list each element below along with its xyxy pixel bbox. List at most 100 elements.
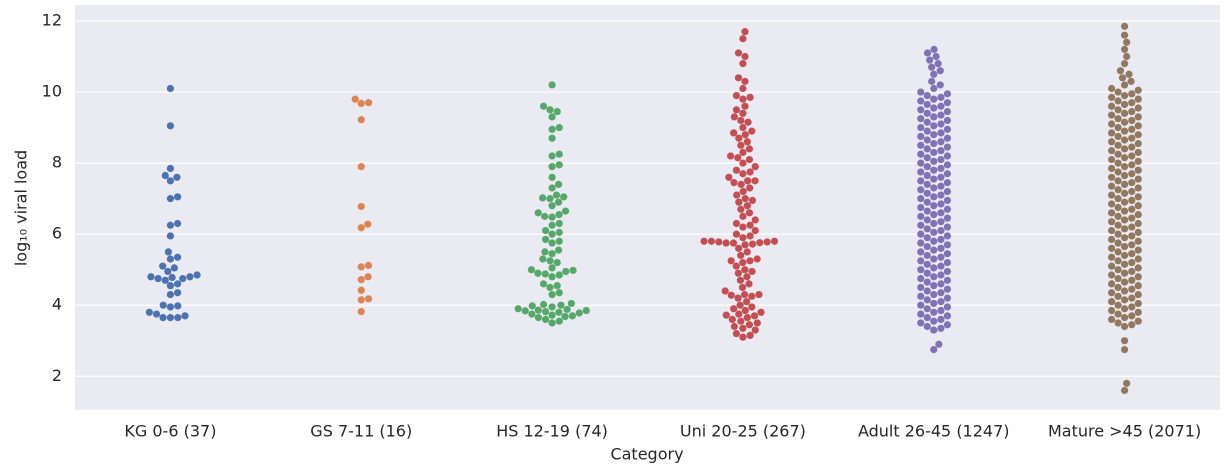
point (736, 276, 745, 284)
point (715, 238, 723, 246)
point (1128, 205, 1136, 213)
point (937, 306, 945, 315)
point (548, 221, 556, 229)
point (739, 170, 747, 178)
point (1120, 269, 1129, 277)
x-tick-label: KG 0-6 (37) (124, 422, 216, 441)
point (548, 303, 556, 311)
point (741, 52, 749, 61)
point (1128, 258, 1136, 267)
point (166, 303, 175, 311)
point (930, 264, 938, 272)
point (161, 276, 169, 284)
point (548, 125, 556, 133)
point (1128, 125, 1136, 133)
point (166, 255, 175, 263)
point (732, 262, 740, 270)
point (917, 168, 925, 176)
point (930, 282, 938, 290)
x-tick-label: HS 12-19 (74) (496, 422, 608, 441)
point (1128, 143, 1136, 151)
point (746, 257, 754, 265)
point (1134, 246, 1142, 254)
point (739, 60, 747, 68)
point (923, 91, 931, 100)
point (923, 225, 931, 233)
point (1128, 276, 1136, 284)
point (923, 322, 931, 331)
point (917, 274, 925, 283)
point (555, 237, 563, 245)
point (553, 258, 561, 267)
point (357, 99, 365, 108)
point (739, 109, 747, 117)
point (923, 305, 931, 313)
point (1114, 168, 1122, 176)
point (555, 308, 563, 316)
point (1128, 170, 1136, 178)
point (170, 264, 178, 272)
point (943, 303, 952, 311)
point (740, 290, 749, 299)
point (734, 49, 743, 57)
point (548, 134, 556, 142)
x-axis-title: Category (610, 445, 683, 464)
point (1134, 86, 1142, 94)
point (930, 184, 938, 192)
point (745, 155, 754, 164)
point (1108, 129, 1116, 137)
point (739, 212, 747, 220)
point (930, 246, 938, 254)
point (745, 209, 754, 217)
point (943, 134, 952, 142)
point (755, 290, 763, 299)
point (1120, 45, 1129, 54)
point (923, 154, 931, 162)
point (1120, 242, 1129, 251)
point (937, 120, 945, 128)
point (1134, 255, 1142, 263)
point (937, 235, 945, 244)
point (943, 205, 952, 213)
point (1120, 260, 1129, 268)
point (357, 307, 365, 316)
point (943, 152, 952, 160)
point (734, 74, 743, 82)
point (357, 276, 365, 284)
point (923, 180, 931, 189)
point (1134, 299, 1142, 308)
point (722, 239, 730, 247)
point (729, 239, 738, 247)
point (917, 115, 925, 123)
point (541, 307, 550, 316)
point (917, 221, 925, 229)
point (935, 340, 943, 348)
point (734, 154, 742, 162)
point (1134, 175, 1142, 183)
point (1120, 386, 1129, 395)
point (937, 218, 945, 226)
point (364, 261, 373, 270)
point (166, 232, 175, 240)
point (726, 152, 735, 160)
point (737, 180, 745, 189)
point (721, 287, 729, 295)
point (555, 161, 563, 169)
point (923, 109, 931, 117)
point (555, 317, 563, 325)
point (164, 248, 172, 256)
point (561, 207, 570, 215)
point (743, 314, 751, 322)
point (1114, 115, 1122, 123)
point (166, 177, 175, 185)
point (743, 202, 751, 210)
point (1128, 250, 1136, 258)
point (917, 266, 925, 274)
point (930, 95, 938, 103)
grid (75, 20, 1220, 377)
point (1114, 248, 1122, 256)
point (917, 283, 925, 292)
point (1128, 107, 1136, 116)
point (923, 269, 931, 277)
point (174, 314, 182, 322)
